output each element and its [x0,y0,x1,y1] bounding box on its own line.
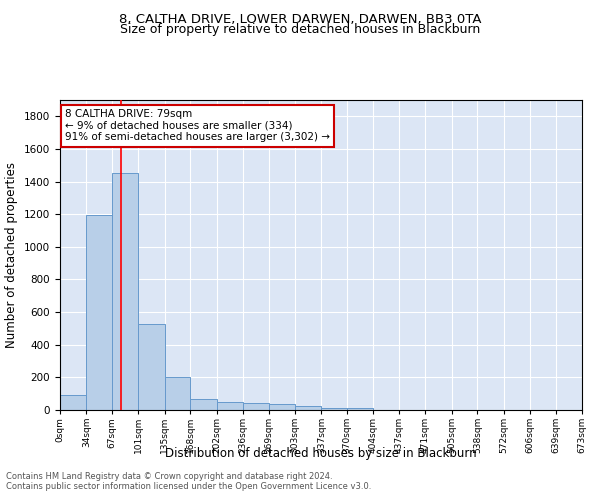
Bar [269,404,295,410]
Bar [243,402,269,410]
Y-axis label: Number of detached properties: Number of detached properties [5,162,19,348]
Bar [322,408,347,410]
Text: 8 CALTHA DRIVE: 79sqm
← 9% of detached houses are smaller (334)
91% of semi-deta: 8 CALTHA DRIVE: 79sqm ← 9% of detached h… [65,110,330,142]
Bar [190,398,217,410]
Bar [139,324,165,410]
Text: Contains HM Land Registry data © Crown copyright and database right 2024.: Contains HM Land Registry data © Crown c… [6,472,332,481]
Text: Contains public sector information licensed under the Open Government Licence v3: Contains public sector information licen… [6,482,371,491]
Bar [217,402,243,410]
Bar [112,172,139,410]
Bar [295,406,322,410]
Text: Size of property relative to detached houses in Blackburn: Size of property relative to detached ho… [120,22,480,36]
Bar [347,408,373,410]
Text: 8, CALTHA DRIVE, LOWER DARWEN, DARWEN, BB3 0TA: 8, CALTHA DRIVE, LOWER DARWEN, DARWEN, B… [119,12,481,26]
Text: Distribution of detached houses by size in Blackburn: Distribution of detached houses by size … [165,448,477,460]
Bar [86,215,112,410]
Bar [60,394,86,410]
Bar [165,376,190,410]
